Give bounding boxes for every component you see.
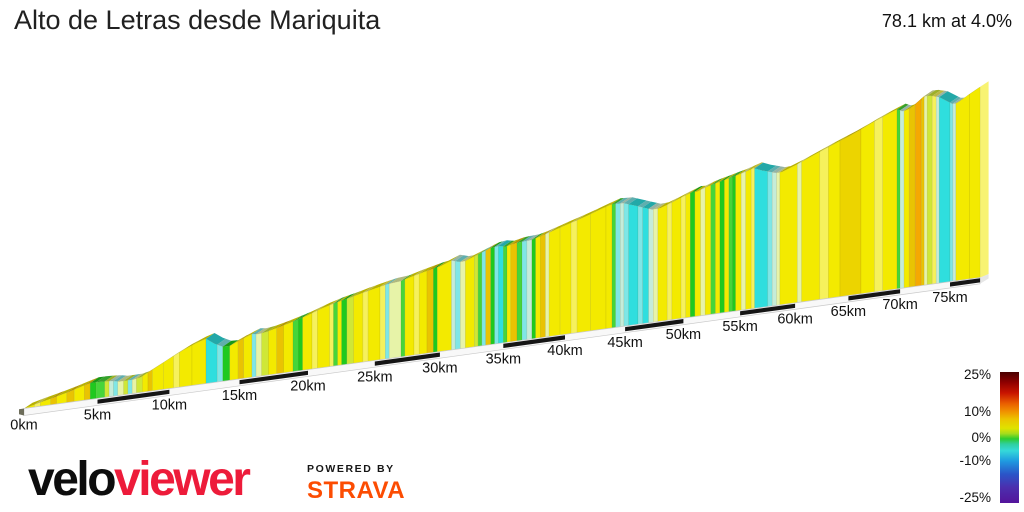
svg-text:75km: 75km [932,290,967,306]
legend-label-0pct: 0% [971,430,991,446]
svg-text:10km: 10km [152,398,187,414]
profile-side-face [980,81,989,279]
svg-text:70km: 70km [882,297,917,313]
profile-top-faces [24,81,989,409]
svg-text:30km: 30km [422,360,457,376]
veloviewer-logo-viewer: viewer [114,453,251,506]
strava-attribution: POWERED BY STRAVA [307,463,405,505]
svg-text:50km: 50km [666,327,701,343]
svg-text:20km: 20km [290,379,325,395]
svg-text:35km: 35km [486,352,521,368]
veloviewer-logo: veloviewer [28,452,251,507]
climb-stats: 78.1 km at 4.0% [881,11,1012,31]
svg-text:5km: 5km [84,407,111,423]
svg-text:15km: 15km [222,388,257,404]
page-title: Alto de Letras desde Mariquita [14,5,381,35]
veloviewer-logo-velo: velo [28,453,117,506]
baseline-scale-bar [19,274,989,416]
strava-logo: STRAVA [307,477,406,504]
svg-text:65km: 65km [831,304,866,320]
legend-label-10pct: 10% [963,403,991,419]
svg-text:60km: 60km [777,312,812,328]
gradient-legend-bar [1000,372,1019,503]
svg-text:55km: 55km [722,319,757,335]
legend-label-25pct: 25% [963,366,991,382]
legend-label--10pct: -10% [959,453,991,469]
svg-text:25km: 25km [357,369,392,385]
profile-front-faces [23,86,981,410]
svg-text:0km: 0km [10,418,37,434]
svg-text:40km: 40km [547,343,582,359]
svg-text:45km: 45km [607,335,642,351]
axis-tick-labels: 0km 5km 10km 15km 20km 25km 30km 35km 40km 45km 50… [10,290,967,433]
legend-label--25pct: -25% [959,490,991,506]
powered-by-label: POWERED BY [307,463,395,475]
